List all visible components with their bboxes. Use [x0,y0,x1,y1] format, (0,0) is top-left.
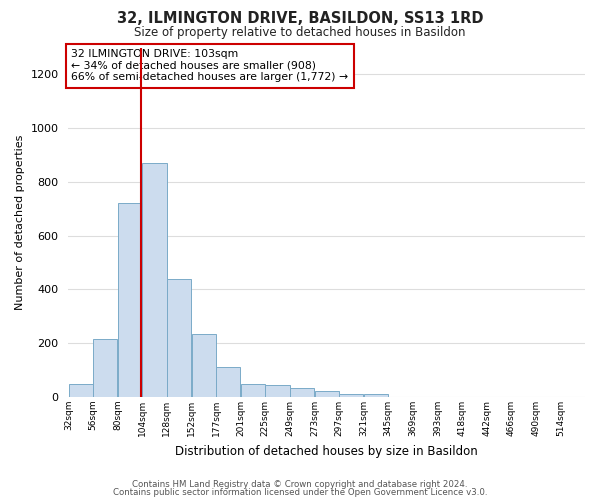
Bar [142,163,167,397]
Bar [68,384,93,397]
Bar [93,339,118,397]
Y-axis label: Number of detached properties: Number of detached properties [15,134,25,310]
Bar [216,368,241,397]
Text: 32, ILMINGTON DRIVE, BASILDON, SS13 1RD: 32, ILMINGTON DRIVE, BASILDON, SS13 1RD [117,11,483,26]
Bar [364,394,388,397]
Bar [167,278,191,397]
Text: Size of property relative to detached houses in Basildon: Size of property relative to detached ho… [134,26,466,39]
Bar [314,391,339,397]
Text: Contains public sector information licensed under the Open Government Licence v3: Contains public sector information licen… [113,488,487,497]
Text: Contains HM Land Registry data © Crown copyright and database right 2024.: Contains HM Land Registry data © Crown c… [132,480,468,489]
Bar [118,204,142,397]
Bar [265,385,290,397]
Bar [241,384,265,397]
Text: 32 ILMINGTON DRIVE: 103sqm
← 34% of detached houses are smaller (908)
66% of sem: 32 ILMINGTON DRIVE: 103sqm ← 34% of deta… [71,49,348,82]
Bar [191,334,216,397]
X-axis label: Distribution of detached houses by size in Basildon: Distribution of detached houses by size … [175,444,478,458]
Bar [290,388,314,397]
Bar [339,394,364,397]
